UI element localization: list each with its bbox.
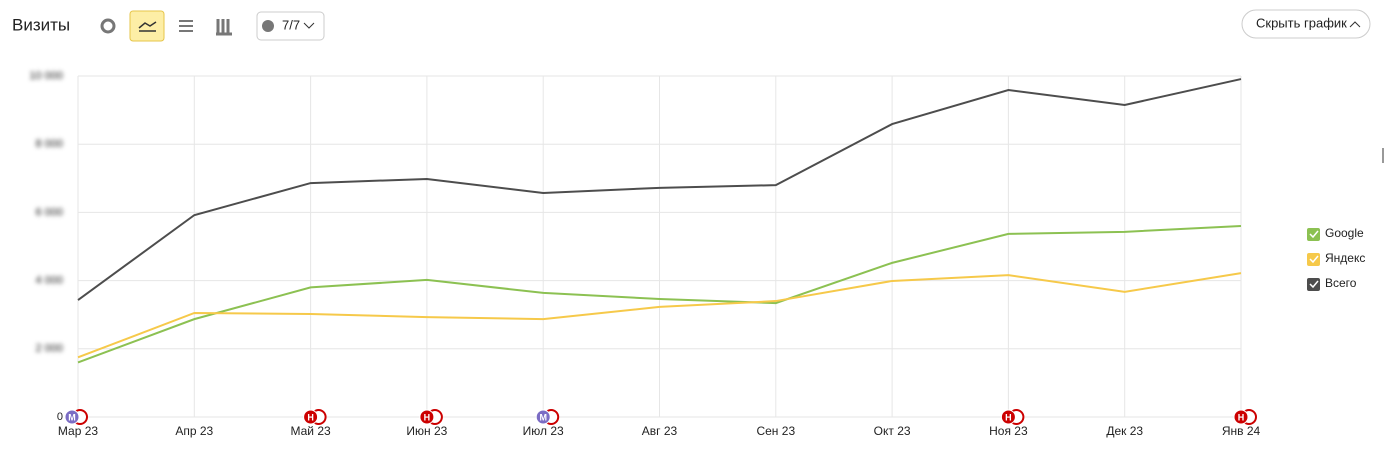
hide-chart-label: Скрыть график (1256, 15, 1347, 30)
x-tick-label: Июл 23 (523, 424, 564, 438)
comment-icon (262, 20, 274, 32)
line-icon (138, 21, 157, 32)
pie-icon[interactable] (100, 18, 116, 34)
chevron (303, 22, 315, 29)
marker[interactable] (419, 409, 435, 425)
legend-check (1309, 280, 1319, 289)
marker-letter: Н (307, 412, 314, 422)
marker[interactable] (64, 409, 80, 425)
legend-check (1309, 230, 1319, 239)
series-line (77, 225, 1242, 364)
bar-icon[interactable] (216, 19, 232, 36)
x-tick-label: Авг 23 (642, 424, 678, 438)
x-tick-label: Июн 23 (406, 424, 447, 438)
legend-swatch[interactable] (1307, 253, 1320, 266)
marker[interactable] (1000, 409, 1016, 425)
marker-letter: М (539, 412, 547, 422)
legend-label: Google (1325, 226, 1364, 240)
y-tick-label: 8 000 (35, 138, 63, 150)
legend-label: Всего (1325, 276, 1357, 290)
y-tick-label: 4 000 (35, 275, 63, 287)
marker-letter: Н (1238, 412, 1245, 422)
y-tick-label: 10 000 (29, 70, 63, 82)
filter-button[interactable] (256, 11, 325, 41)
series-line (77, 78, 1242, 301)
x-tick-label: Май 23 (290, 424, 331, 438)
line-icon-active[interactable] (129, 10, 165, 42)
marker-letter: М (68, 412, 76, 422)
marker-letter: Н (424, 412, 431, 422)
x-tick-label: Дек 23 (1106, 424, 1143, 438)
x-tick-label: Сен 23 (756, 424, 795, 438)
area-icon[interactable] (179, 20, 193, 32)
marker-letter: Н (1005, 412, 1012, 422)
x-tick-label: Окт 23 (874, 424, 911, 438)
y-tick-label: 6 000 (35, 206, 63, 218)
hide-chart-button[interactable] (1241, 9, 1371, 39)
page-title: Визиты (12, 15, 70, 34)
marker[interactable] (1233, 409, 1249, 425)
marker[interactable] (535, 409, 551, 425)
filter-label: 7/7 (282, 17, 300, 32)
y-tick-label: 0 (57, 411, 63, 423)
x-tick-label: Ноя 23 (989, 424, 1028, 438)
legend-swatch[interactable] (1307, 278, 1320, 291)
marker[interactable] (303, 409, 319, 425)
y-tick-label: 2 000 (35, 343, 63, 355)
x-tick-label: Мар 23 (58, 424, 98, 438)
x-tick-label: Янв 24 (1222, 424, 1261, 438)
legend-swatch[interactable] (1307, 228, 1320, 241)
chevron (1349, 21, 1361, 28)
legend-check (1309, 255, 1319, 264)
series-line (77, 272, 1242, 359)
legend-label: Яндекс (1325, 251, 1365, 265)
x-tick-label: Апр 23 (175, 424, 213, 438)
